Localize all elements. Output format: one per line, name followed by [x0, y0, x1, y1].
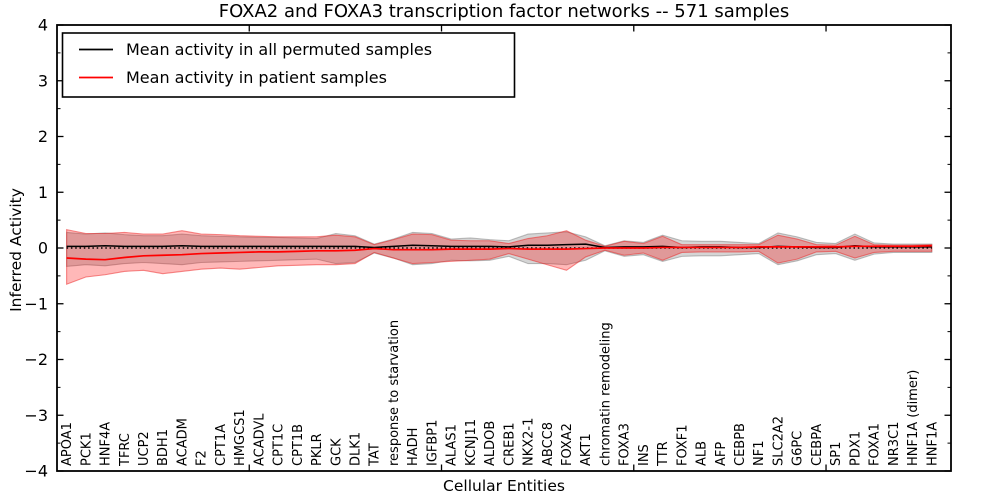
y-tick-label: 3	[38, 71, 48, 90]
entity-label: SP1	[829, 442, 844, 466]
entity-label: CEBPA	[810, 424, 825, 466]
entity-label: CPT1C	[272, 424, 287, 466]
y-tick-label: −4	[24, 462, 48, 481]
entity-label: PCK1	[79, 432, 94, 466]
entity-label: IGFBP1	[425, 420, 440, 466]
entity-label: FOXA2	[560, 423, 575, 466]
entity-label: CPT1A	[214, 424, 229, 466]
y-tick-label: 0	[38, 239, 48, 258]
entity-label: ABCC8	[541, 422, 556, 466]
entity-label: chromatin remodeling	[598, 322, 613, 466]
entity-label: TFRC	[118, 433, 133, 467]
entity-label: KCNJ11	[464, 419, 479, 466]
y-tick-label: 4	[38, 16, 48, 35]
entity-label: HADH	[406, 428, 421, 466]
entity-label: GCK	[329, 438, 344, 466]
legend-entry-label: Mean activity in patient samples	[126, 68, 387, 87]
entity-label: TAT	[368, 443, 383, 467]
entity-label: DLK1	[349, 432, 364, 466]
patient-mean-line	[66, 244, 932, 261]
entity-label: HNF4A	[99, 422, 114, 466]
entity-label: ACADM	[175, 418, 190, 466]
entity-label: PKLR	[310, 433, 325, 466]
legend: Mean activity in all permuted samples Mea…	[61, 32, 516, 98]
entity-label: F2	[195, 450, 210, 466]
entity-label: HMGCS1	[233, 409, 248, 466]
entity-label: ALDOB	[483, 421, 498, 466]
entity-label: PDX1	[848, 431, 863, 466]
y-tick-label: −3	[24, 406, 48, 425]
y-tick-label: −2	[24, 350, 48, 369]
x-axis-ticks	[248, 25, 827, 471]
entity-label: G6PC	[791, 431, 806, 466]
legend-entry-label: Mean activity in all permuted samples	[126, 40, 432, 59]
y-tick-label: 2	[38, 127, 48, 146]
entity-label: AKT1	[579, 433, 594, 466]
entity-label: NF1	[752, 441, 767, 466]
entity-label: response to starvation	[387, 320, 402, 466]
legend-box	[61, 32, 516, 98]
patient-samples-band	[66, 228, 933, 286]
entity-label: CEBPB	[733, 423, 748, 466]
entity-label: CPT1B	[291, 424, 306, 466]
entity-label: ALAS1	[445, 424, 460, 466]
entity-label: UCP2	[137, 431, 152, 466]
entity-label: TTR	[656, 441, 671, 467]
entity-label: ACADVL	[252, 413, 267, 466]
entity-label: ALB	[695, 441, 710, 466]
entity-label: NKX2-1	[522, 418, 537, 466]
entity-label: APOA1	[60, 422, 75, 466]
entity-label: FOXA3	[618, 423, 633, 466]
entity-label: AFP	[714, 442, 729, 466]
entity-label: HNF1A (dimer)	[906, 370, 921, 466]
entity-label: INS	[637, 444, 652, 466]
entity-label: HNF1A	[925, 422, 940, 466]
x-axis-label: Cellular Entities	[443, 477, 565, 495]
y-tick-label: 1	[38, 183, 48, 202]
entity-labels: APOA1 PCK1 HNF4A TFRC UCP2 BDH1 ACADM F2 CPT1A HM…	[60, 320, 940, 467]
entity-label: SLC2A2	[771, 416, 786, 466]
entity-label: NR3C1	[887, 422, 902, 466]
entity-label: BDH1	[156, 429, 171, 466]
entity-label: FOXA1	[868, 423, 883, 466]
y-axis-ticks: −4 −3 −2 −1 0 1 2 3 4	[24, 16, 951, 481]
chart-title: FOXA2 and FOXA3 transcription factor net…	[218, 1, 790, 22]
y-tick-label: −1	[24, 294, 48, 313]
entity-label: FOXF1	[675, 424, 690, 466]
entity-label: CREB1	[502, 422, 517, 466]
